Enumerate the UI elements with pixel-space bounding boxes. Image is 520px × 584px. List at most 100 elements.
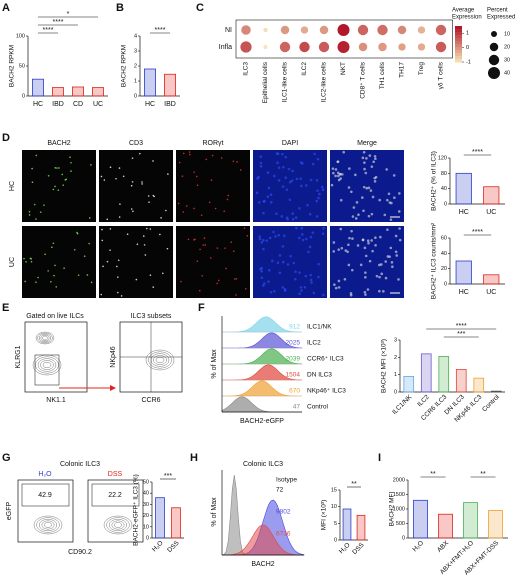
bar [438, 513, 453, 539]
speck [291, 218, 295, 221]
speck [363, 290, 367, 294]
y-tick-label: 40 [441, 186, 447, 192]
y-axis-label: BACH2 RPKM [9, 45, 16, 87]
gate-value: 22.2 [108, 492, 122, 499]
speck [348, 236, 351, 240]
speck [300, 289, 303, 292]
speck [304, 274, 308, 278]
speck [378, 263, 381, 267]
contour [40, 334, 50, 342]
speck [321, 232, 325, 235]
y-tick-label: 2 [134, 63, 137, 69]
legend-dot [488, 67, 500, 79]
y-tick-label: 60 [441, 235, 447, 241]
bar [483, 186, 500, 205]
row-label: NI [225, 27, 232, 34]
speck [76, 232, 79, 235]
speck [275, 212, 278, 216]
speck [332, 171, 335, 175]
speck [132, 210, 134, 213]
y-tick-label: 0 [334, 537, 337, 543]
speck [195, 175, 198, 178]
speck [90, 164, 92, 166]
speck [152, 194, 155, 197]
y-tick-label: 2 [394, 355, 397, 361]
speck [232, 160, 235, 163]
contour [103, 515, 133, 535]
speck [44, 253, 46, 256]
speck [167, 173, 169, 175]
speck [299, 177, 302, 180]
contour [108, 518, 128, 532]
speck [263, 199, 266, 203]
row-name: NKp46⁺ ILC3 [307, 388, 346, 395]
histogram-curve [221, 396, 302, 413]
y-axis-label: % of Max [211, 349, 218, 379]
speck [368, 154, 372, 157]
speck [386, 228, 389, 231]
speck [298, 292, 301, 296]
speck [309, 178, 313, 182]
significance: ** [351, 481, 357, 488]
y-tick-label: 15 [331, 487, 337, 493]
speck [210, 179, 213, 181]
speck [300, 184, 303, 188]
speck [389, 246, 393, 250]
speck [260, 241, 264, 244]
speck [348, 167, 351, 170]
speck [374, 175, 378, 179]
speck [149, 228, 152, 230]
speck [288, 198, 292, 202]
significance: *** [457, 331, 465, 338]
speck [361, 238, 365, 242]
bar [403, 375, 415, 393]
bar [52, 87, 65, 97]
x-tick-label: IBD [164, 101, 176, 108]
speck [330, 183, 334, 187]
y-tick-label: 0 [394, 389, 397, 395]
contour [114, 522, 122, 528]
speck [69, 156, 71, 159]
dot [240, 41, 252, 53]
speck [65, 178, 68, 181]
panel-label: I [378, 452, 381, 464]
legend-tick: 40 [504, 70, 510, 76]
speck [338, 173, 342, 176]
speck [224, 247, 226, 249]
speck [30, 260, 33, 263]
speck [177, 202, 180, 205]
speck [194, 238, 196, 241]
speck [102, 265, 104, 268]
speck [291, 212, 295, 215]
contour [35, 356, 59, 374]
speck [28, 214, 31, 216]
speck [47, 175, 50, 177]
speck [181, 175, 184, 177]
speck [308, 245, 312, 249]
x-axis-label: CD90.2 [68, 549, 92, 556]
x-axis-label: BACH2 [251, 561, 274, 568]
y-axis-label: eGFP [6, 502, 13, 521]
value-label: 670 [289, 388, 300, 395]
speck [185, 205, 188, 207]
bar [342, 508, 352, 541]
value-label: 72 [276, 487, 284, 494]
speck [88, 242, 90, 245]
speck [351, 237, 354, 240]
speck [136, 243, 139, 246]
gate [34, 354, 60, 386]
column-label: ILC2-like cells [321, 61, 328, 102]
speck [304, 237, 308, 241]
speck [378, 289, 381, 293]
speck [188, 151, 191, 153]
speck [269, 290, 273, 294]
speck [309, 235, 313, 239]
legend-tick: 10 [504, 31, 510, 37]
speck [337, 178, 341, 182]
speck [120, 295, 123, 297]
contour [153, 355, 167, 365]
speck [315, 199, 319, 203]
speck [269, 201, 273, 204]
x-tick-label: HC [33, 101, 43, 108]
bar [483, 274, 500, 285]
